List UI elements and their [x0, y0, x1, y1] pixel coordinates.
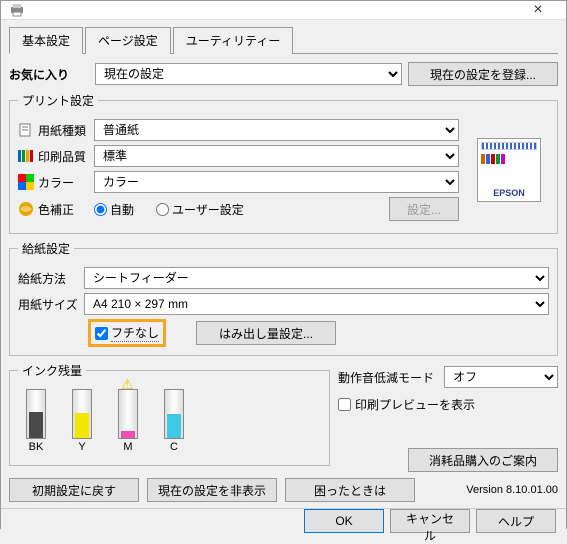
- user-radio[interactable]: ユーザー設定: [156, 201, 244, 218]
- color-correction-icon: [18, 201, 34, 217]
- paper-feed-group: 給紙設定 給紙方法 シートフィーダー 用紙サイズ A4 210 × 297 mm…: [9, 240, 558, 356]
- paper-type-label: 用紙種類: [38, 122, 86, 139]
- feed-method-label: 給紙方法: [18, 270, 78, 287]
- ink-item-m: ⚠M: [114, 389, 142, 453]
- hide-current-button[interactable]: 現在の設定を非表示: [147, 478, 277, 502]
- tab-basic[interactable]: 基本設定: [9, 27, 83, 54]
- quality-icon: [18, 148, 34, 164]
- ink-item-bk: BK: [22, 389, 50, 453]
- close-button[interactable]: ×: [518, 1, 558, 19]
- register-favorite-button[interactable]: 現在の設定を登録...: [408, 62, 558, 86]
- borderless-highlight: フチなし: [88, 319, 166, 347]
- paper-type-select[interactable]: 普通紙: [94, 119, 459, 141]
- ink-label: BK: [29, 441, 44, 453]
- ink-group: インク残量 BKY⚠MC: [9, 362, 330, 466]
- epson-preview: EPSON: [477, 138, 541, 202]
- color-settings-button: 設定...: [389, 197, 459, 221]
- help-button[interactable]: ヘルプ: [476, 509, 556, 533]
- quiet-mode-label: 動作音低減モード: [338, 369, 438, 386]
- auto-radio[interactable]: 自動: [94, 201, 134, 218]
- print-settings-legend: プリント設定: [18, 92, 98, 109]
- color-correction-label: 色補正: [38, 201, 74, 218]
- version-text: Version 8.10.01.00: [466, 484, 558, 496]
- paper-type-icon: [18, 122, 34, 138]
- ink-item-y: Y: [68, 389, 96, 453]
- paper-feed-legend: 給紙設定: [18, 240, 74, 257]
- cancel-button[interactable]: キャンセル: [390, 509, 470, 533]
- quiet-mode-select[interactable]: オフ: [444, 366, 558, 388]
- color-select[interactable]: カラー: [94, 171, 459, 193]
- ink-item-c: C: [160, 389, 188, 453]
- feed-method-select[interactable]: シートフィーダー: [84, 267, 549, 289]
- favorite-select[interactable]: 現在の設定: [95, 63, 402, 85]
- color-label: カラー: [38, 174, 74, 191]
- overflow-button[interactable]: はみ出し量設定...: [196, 321, 336, 345]
- tab-page[interactable]: ページ設定: [85, 27, 171, 54]
- paper-size-label: 用紙サイズ: [18, 296, 78, 313]
- epson-logo: EPSON: [481, 188, 537, 198]
- supply-button[interactable]: 消耗品購入のご案内: [408, 448, 558, 472]
- ink-warn-icon: ⚠: [121, 376, 134, 393]
- borderless-checkbox[interactable]: フチなし: [95, 324, 159, 342]
- ink-label: Y: [78, 441, 85, 453]
- ok-button[interactable]: OK: [304, 509, 384, 533]
- trouble-button[interactable]: 困ったときは: [285, 478, 415, 502]
- ink-label: M: [123, 441, 132, 453]
- quality-label: 印刷品質: [38, 148, 86, 165]
- tab-bar: 基本設定 ページ設定 ユーティリティー: [9, 26, 558, 54]
- print-settings-group: プリント設定 用紙種類 普通紙 印刷品質 標準: [9, 92, 558, 234]
- ink-label: C: [170, 441, 178, 453]
- favorite-label: お気に入り: [9, 66, 89, 83]
- color-icon: [18, 174, 34, 190]
- printer-icon: [9, 2, 25, 18]
- tab-utility[interactable]: ユーティリティー: [173, 27, 294, 54]
- preview-checkbox[interactable]: 印刷プレビューを表示: [338, 396, 558, 413]
- ink-legend: インク残量: [18, 362, 86, 379]
- reset-button[interactable]: 初期設定に戻す: [9, 478, 139, 502]
- quality-select[interactable]: 標準: [94, 145, 459, 167]
- paper-size-select[interactable]: A4 210 × 297 mm: [84, 293, 549, 315]
